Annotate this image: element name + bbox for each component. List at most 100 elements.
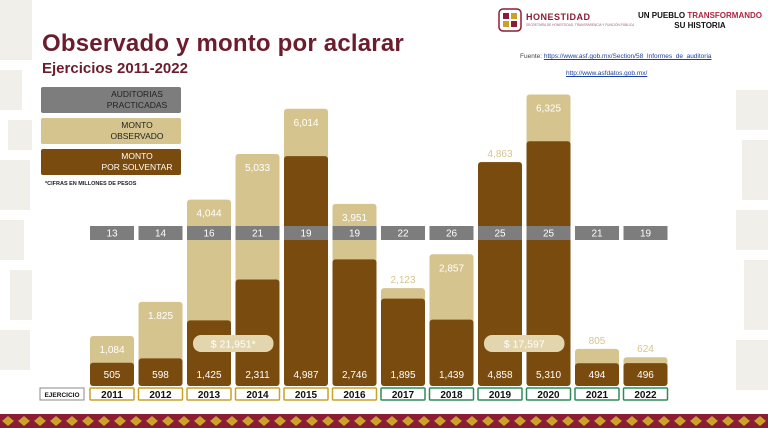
auditorias-value: 19 <box>300 229 312 240</box>
year-box <box>380 387 426 401</box>
band-motif <box>66 416 78 426</box>
band-motif <box>130 416 142 426</box>
auditorias-value: 19 <box>349 229 361 240</box>
year-box <box>89 387 135 401</box>
auditorias-badge <box>575 226 619 240</box>
data-label-observado: 1,084 <box>99 345 124 356</box>
x-axis-label: EJERCICIO <box>44 392 79 399</box>
auditorias-value: 22 <box>397 229 409 240</box>
data-label-observado: 5,033 <box>245 163 270 174</box>
band-motif <box>354 416 366 426</box>
band-motif <box>482 416 494 426</box>
data-label-por-solventar: 5,310 <box>536 370 561 381</box>
auditorias-value: 21 <box>252 229 264 240</box>
source-block: Fuente: https://www.asf.gob.mx/Section/5… <box>520 48 712 82</box>
source-link-asfdatos[interactable]: http://www.asfdatos.gob.mx/ <box>566 70 648 77</box>
data-label-por-solventar: 494 <box>589 370 606 381</box>
year-box <box>234 387 281 401</box>
band-motif <box>546 416 558 426</box>
slogan-line2: SU HISTORIA <box>674 21 726 30</box>
x-tick-label: 2022 <box>634 390 657 401</box>
x-tick-label: 2014 <box>246 390 269 401</box>
band-motif <box>610 416 622 426</box>
logo-tagline: SECRETARÍA DE HONESTIDAD, TRANSPARENCIA … <box>526 22 635 27</box>
band-motif <box>706 416 718 426</box>
band-motif <box>418 416 430 426</box>
auditorias-badge <box>284 226 328 240</box>
auditorias-badge <box>429 226 474 240</box>
band-motif <box>690 416 702 426</box>
auditorias-badge <box>478 226 522 240</box>
bar-monto-por-solventar <box>235 279 280 386</box>
x-tick-label: 2017 <box>392 390 415 401</box>
year-box <box>283 387 329 401</box>
band-motif <box>658 416 670 426</box>
x-tick-label: 2018 <box>440 390 463 401</box>
band-motif <box>306 416 318 426</box>
data-label-observado: 6,014 <box>293 118 318 129</box>
band-motif <box>562 416 574 426</box>
year-box <box>477 387 523 401</box>
band-motif <box>434 416 446 426</box>
band-motif <box>18 416 30 426</box>
footnote: *CIFRAS EN MILLONES DE PESOS <box>45 181 137 187</box>
band-motif <box>290 416 302 426</box>
data-label-observado: 4,044 <box>196 209 221 220</box>
x-tick-label: 2012 <box>149 390 172 401</box>
data-label-por-solventar: 4,858 <box>487 370 512 381</box>
bar-monto-por-solventar <box>526 141 571 386</box>
band-motif <box>450 416 462 426</box>
period-total-pill <box>193 335 274 352</box>
bar-monto-por-solventar <box>381 298 425 386</box>
x-tick-label: 2019 <box>489 390 512 401</box>
band-motif <box>338 416 350 426</box>
data-label-por-solventar: 496 <box>637 370 654 381</box>
band-motif <box>530 416 542 426</box>
auditorias-value: 19 <box>640 229 652 240</box>
band-motif <box>466 416 478 426</box>
data-label-observado: 805 <box>589 336 606 347</box>
bar-monto-por-solventar <box>90 362 134 386</box>
data-label-por-solventar: 2,311 <box>245 370 270 381</box>
band-motif <box>210 416 222 426</box>
page-title: Observado y monto por aclarar <box>42 30 404 57</box>
data-label-por-solventar: 2,746 <box>342 370 367 381</box>
auditorias-value: 21 <box>591 229 603 240</box>
year-box <box>137 387 184 401</box>
auditorias-value: 13 <box>106 229 118 240</box>
auditorias-badge <box>623 226 668 240</box>
logo-name: HONESTIDAD <box>526 11 591 22</box>
x-tick-label: 2015 <box>295 390 318 401</box>
auditorias-value: 26 <box>446 229 458 240</box>
data-label-observado: 2,857 <box>439 263 464 274</box>
band-motif <box>82 416 94 426</box>
band-motif <box>34 416 46 426</box>
band-motif <box>642 416 654 426</box>
band-motif <box>370 416 382 426</box>
data-label-por-solventar: 1,439 <box>439 370 464 381</box>
auditorias-badge <box>332 226 377 240</box>
band-motif <box>274 416 286 426</box>
legend-swatch-observado <box>41 118 181 144</box>
auditorias-value: 16 <box>203 229 215 240</box>
data-label-por-solventar: 598 <box>152 370 169 381</box>
bar-monto-por-solventar <box>429 319 474 386</box>
band-motif <box>498 416 510 426</box>
year-box <box>574 387 620 401</box>
x-axis-label-box <box>39 387 85 401</box>
bar-monto-por-solventar <box>332 259 377 386</box>
page-subtitle: Ejercicios 2011-2022 <box>42 60 188 77</box>
year-box <box>428 387 475 401</box>
legend-label-por-solventar: MONTO POR SOLVENTAR <box>101 151 173 172</box>
legend-label-observado: MONTO OBSERVADO <box>110 120 164 141</box>
data-label-observado: 2,123 <box>390 275 415 286</box>
band-motif <box>402 416 414 426</box>
band-motif <box>514 416 526 426</box>
legend-swatch-por-solventar <box>41 149 181 175</box>
band-motif <box>98 416 110 426</box>
source-link-asf[interactable]: https://www.asf.gob.mx/Section/58_Inform… <box>543 53 712 60</box>
bar-monto-por-solventar <box>478 162 522 386</box>
period-total-label: $ 17,597 <box>504 339 545 351</box>
slogan-part-a: UN PUEBLO <box>638 11 686 20</box>
band-motif <box>242 416 254 426</box>
